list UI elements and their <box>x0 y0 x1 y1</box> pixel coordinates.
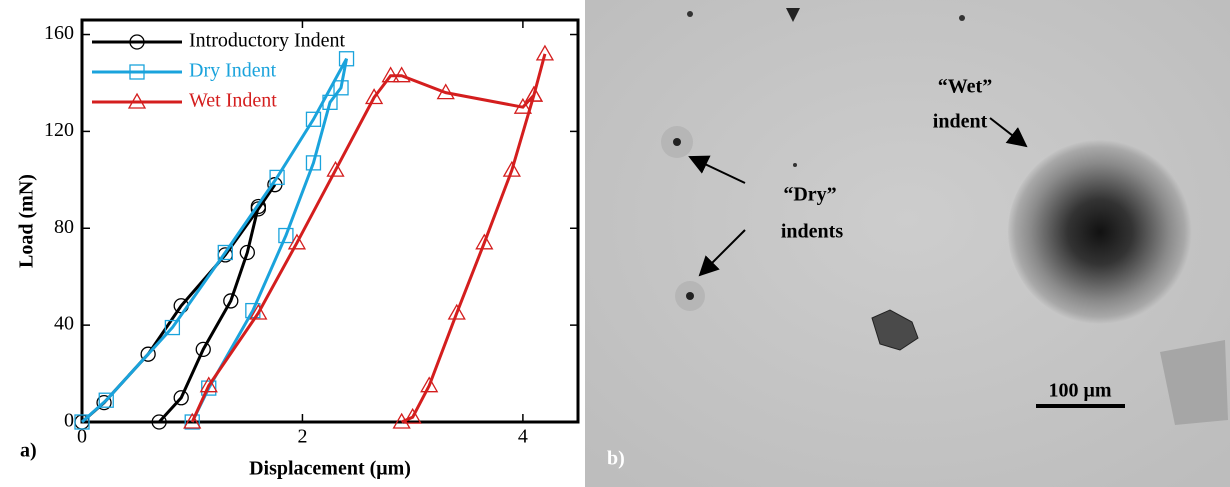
marker <box>403 407 422 424</box>
series-line <box>190 53 547 424</box>
y-tick-label: 0 <box>64 410 74 432</box>
y-tick-label: 120 <box>44 119 74 141</box>
dry-indent-center <box>673 138 681 146</box>
speck <box>687 11 693 17</box>
marker <box>98 392 114 408</box>
marker <box>129 64 145 80</box>
panel-label: a) <box>20 440 37 462</box>
arrow <box>688 155 746 184</box>
panel-label: b) <box>607 448 625 470</box>
annotation: “Wet” <box>938 76 992 98</box>
marker <box>338 51 355 67</box>
plot-frame <box>80 18 580 424</box>
y-tick-label: 40 <box>54 313 74 335</box>
x-tick-label: 0 <box>77 426 87 448</box>
y-tick-label: 80 <box>54 216 74 238</box>
marker <box>420 376 439 393</box>
marker <box>535 44 555 61</box>
marker <box>364 88 384 105</box>
marker <box>199 376 218 393</box>
dry-indent-center <box>686 292 694 300</box>
arrow <box>698 229 746 277</box>
legend-label: Introductory Indent <box>189 30 346 52</box>
marker <box>201 380 217 396</box>
debris <box>1160 340 1228 425</box>
marker <box>392 412 411 429</box>
marker <box>223 293 239 309</box>
debris <box>871 309 919 351</box>
y-tick-label: 160 <box>44 22 74 44</box>
series-line <box>80 58 349 424</box>
speck <box>786 8 800 22</box>
marker <box>475 233 494 250</box>
marker <box>305 111 322 127</box>
marker <box>322 94 338 110</box>
marker <box>305 155 322 171</box>
marker <box>392 66 411 83</box>
legend-label: Dry Indent <box>189 60 277 82</box>
speck <box>959 15 965 21</box>
marker <box>127 92 147 109</box>
y-axis-label: Load (mN) <box>16 174 38 268</box>
marker <box>74 414 90 430</box>
marker <box>278 227 294 244</box>
annotation: indent <box>933 111 988 133</box>
marker <box>164 319 181 336</box>
marker <box>217 244 233 261</box>
marker <box>140 346 156 362</box>
x-axis-label: Displacement (μm) <box>249 458 411 480</box>
marker <box>129 34 145 50</box>
speck <box>793 163 797 167</box>
marker <box>524 85 544 102</box>
marker <box>269 169 285 186</box>
marker <box>436 83 455 100</box>
marker <box>239 244 255 261</box>
wet-indent <box>1008 140 1192 324</box>
micrograph: “Dry” indents “Wet” indent 100 μm b) <box>585 0 1230 487</box>
x-tick-label: 4 <box>518 426 528 448</box>
x-tick-label: 2 <box>297 426 307 448</box>
annotation: indents <box>781 221 843 243</box>
marker <box>447 303 466 320</box>
scale-label: 100 μm <box>1049 380 1112 402</box>
arrow <box>989 117 1028 148</box>
marker <box>333 80 349 96</box>
marker <box>195 341 211 357</box>
marker <box>173 390 189 406</box>
marker <box>326 160 345 177</box>
marker <box>381 66 400 83</box>
marker <box>249 303 268 320</box>
marker <box>151 414 167 430</box>
marker <box>513 97 533 114</box>
legend-label: Wet Indent <box>189 90 277 112</box>
marker <box>183 412 202 429</box>
marker <box>502 160 521 177</box>
marker <box>287 233 307 250</box>
annotation: “Dry” <box>783 184 836 206</box>
marker <box>250 198 267 215</box>
marker <box>96 394 112 411</box>
